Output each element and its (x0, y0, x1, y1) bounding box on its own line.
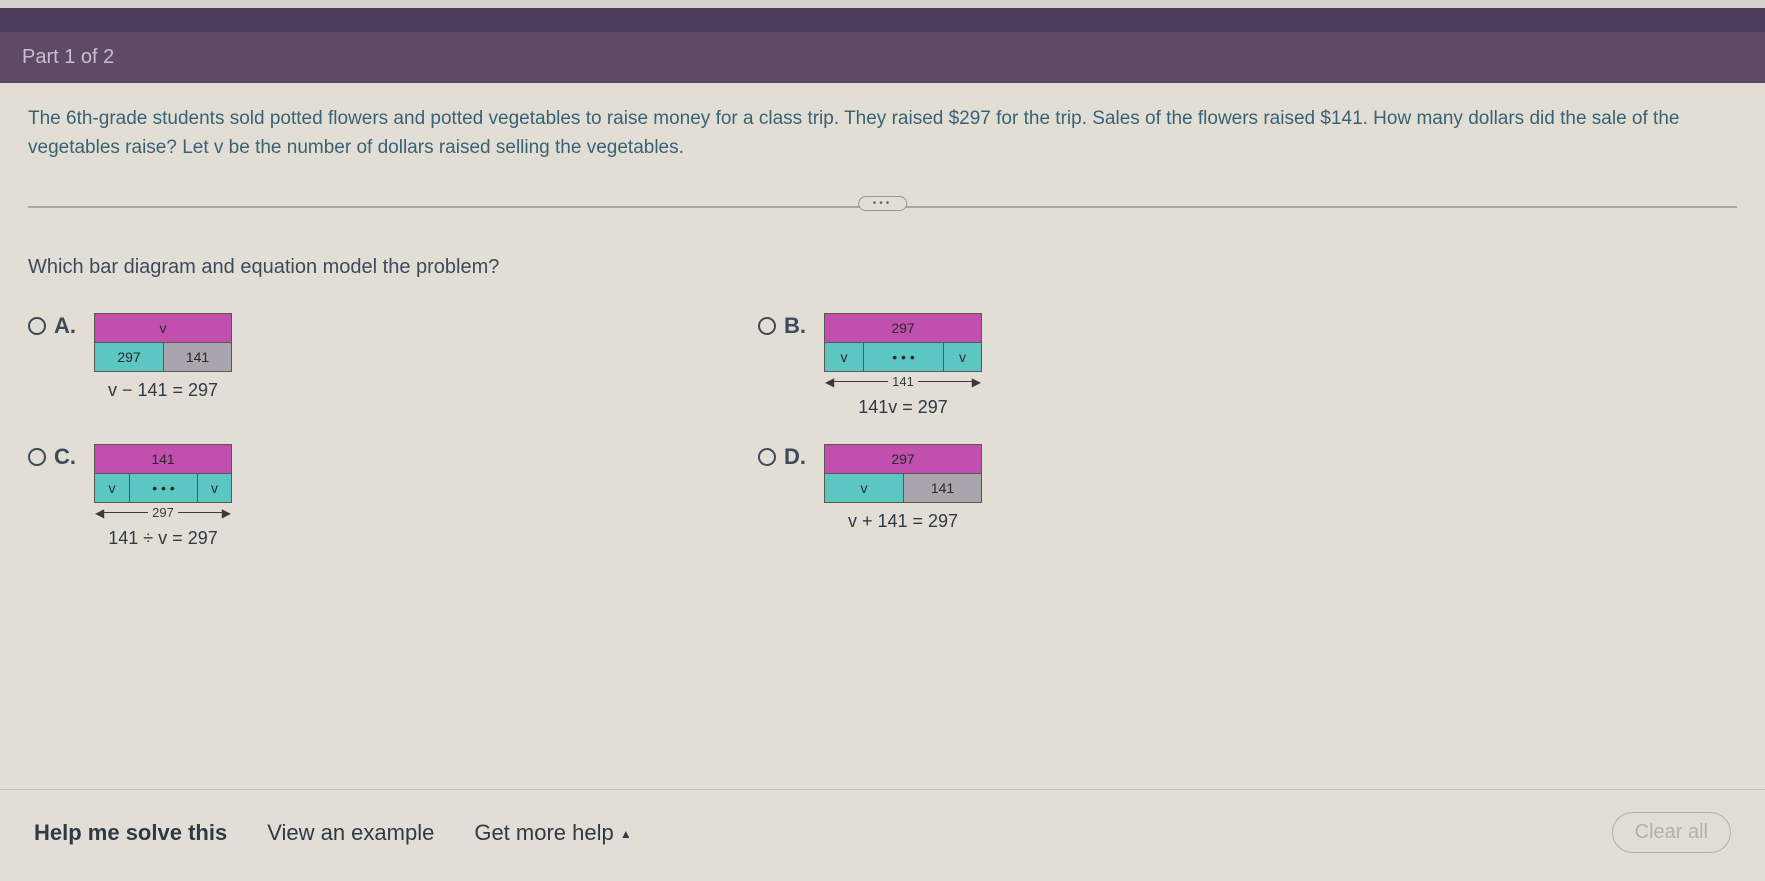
view-example-link[interactable]: View an example (267, 820, 434, 846)
bar-cell: • • • (863, 343, 943, 371)
bar-diagram: v297141 v − 141 = 297 (94, 313, 232, 401)
arrow-label: ◀297▶ (95, 505, 231, 520)
equation-text: v + 141 = 297 (848, 511, 958, 532)
bar-cell: v (197, 474, 231, 502)
bar-cell: 297 (95, 343, 163, 371)
problem-statement: The 6th-grade students sold potted flowe… (28, 105, 1737, 180)
get-more-help-link[interactable]: Get more help ▲ (474, 820, 631, 846)
bar-cell: 141 (95, 445, 231, 473)
help-solve-link[interactable]: Help me solve this (34, 820, 227, 846)
question-text: Which bar diagram and equation model the… (28, 256, 1737, 279)
bar-cell: v (95, 314, 231, 342)
bar-cell: • • • (129, 474, 197, 502)
bar-cell: v (825, 343, 863, 371)
options-grid: A.v297141v − 141 = 297B.297v• • •v◀141▶1… (28, 313, 1408, 549)
section-divider: ••• (28, 206, 1737, 208)
bar-cell: 141 (903, 474, 981, 502)
get-more-help-label: Get more help (474, 820, 613, 845)
part-indicator: Part 1 of 2 (0, 32, 1765, 83)
option-c: C. 141v• • •v ◀297▶ 141 ÷ v = 297 (28, 444, 678, 549)
caret-up-icon: ▲ (620, 827, 632, 841)
equation-text: 141v = 297 (858, 397, 948, 418)
radio-icon (28, 317, 46, 335)
radio-icon (758, 317, 776, 335)
option-d-radio[interactable]: D. (758, 444, 806, 470)
bar-cell: v (95, 474, 129, 502)
content-area: The 6th-grade students sold potted flowe… (0, 83, 1765, 549)
option-label: C. (54, 444, 76, 470)
option-label: D. (784, 444, 806, 470)
option-label: B. (784, 313, 806, 339)
bar-cell: 297 (825, 445, 981, 473)
equation-text: v − 141 = 297 (108, 380, 218, 401)
bar-cell: 297 (825, 314, 981, 342)
bar-cell: 141 (163, 343, 231, 371)
option-a: A. v297141 v − 141 = 297 (28, 313, 678, 418)
footer-toolbar: Help me solve this View an example Get m… (0, 789, 1765, 881)
option-label: A. (54, 313, 76, 339)
option-b-radio[interactable]: B. (758, 313, 806, 339)
bar-cell: v (943, 343, 981, 371)
option-c-radio[interactable]: C. (28, 444, 76, 470)
app-window: Part 1 of 2 The 6th-grade students sold … (0, 8, 1765, 881)
option-b: B. 297v• • •v ◀141▶ 141v = 297 (758, 313, 1408, 418)
bar-diagram: 297v• • •v ◀141▶ 141v = 297 (824, 313, 982, 418)
bar-diagram: 141v• • •v ◀297▶ 141 ÷ v = 297 (94, 444, 232, 549)
expand-ellipsis-button[interactable]: ••• (858, 196, 908, 211)
radio-icon (28, 448, 46, 466)
option-a-radio[interactable]: A. (28, 313, 76, 339)
arrow-label: ◀141▶ (825, 374, 981, 389)
equation-text: 141 ÷ v = 297 (108, 528, 217, 549)
bar-diagram: 297v141 v + 141 = 297 (824, 444, 982, 532)
option-d: D. 297v141 v + 141 = 297 (758, 444, 1408, 549)
bar-cell: v (825, 474, 903, 502)
radio-icon (758, 448, 776, 466)
clear-all-button[interactable]: Clear all (1612, 812, 1731, 853)
